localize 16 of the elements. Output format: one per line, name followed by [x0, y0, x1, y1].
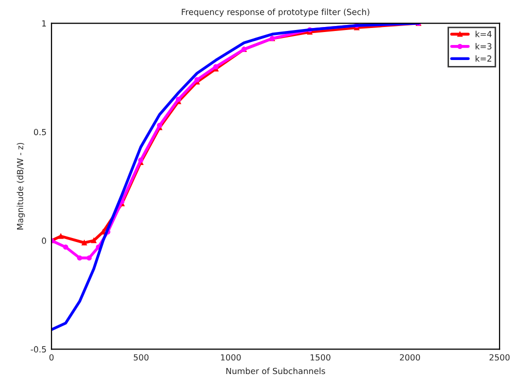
chart-title: Frequency response of prototype filter (Sech)	[182, 8, 370, 17]
legend-label: k=2	[476, 55, 492, 62]
x-tick-label: 0	[49, 354, 54, 361]
x-tick-label: 500	[134, 354, 149, 361]
y-tick-label: 0	[42, 238, 46, 244]
legend-label: k=3	[476, 43, 492, 50]
x-tick-label: 2500	[490, 354, 510, 361]
y-tick-label: 0.5	[34, 128, 46, 136]
y-axis-title: Magnitude (dB/W - z)	[16, 142, 25, 230]
x-tick-label: 1000	[221, 354, 241, 361]
x-tick-label: 1500	[310, 354, 330, 361]
y-tick-label: -0.5	[30, 346, 46, 352]
x-axis-title: Number of Subchannels	[226, 368, 326, 374]
x-tick-label: 2000	[400, 354, 420, 361]
legend-label: k=4	[476, 30, 492, 38]
y-tick-label: 1	[42, 20, 46, 26]
